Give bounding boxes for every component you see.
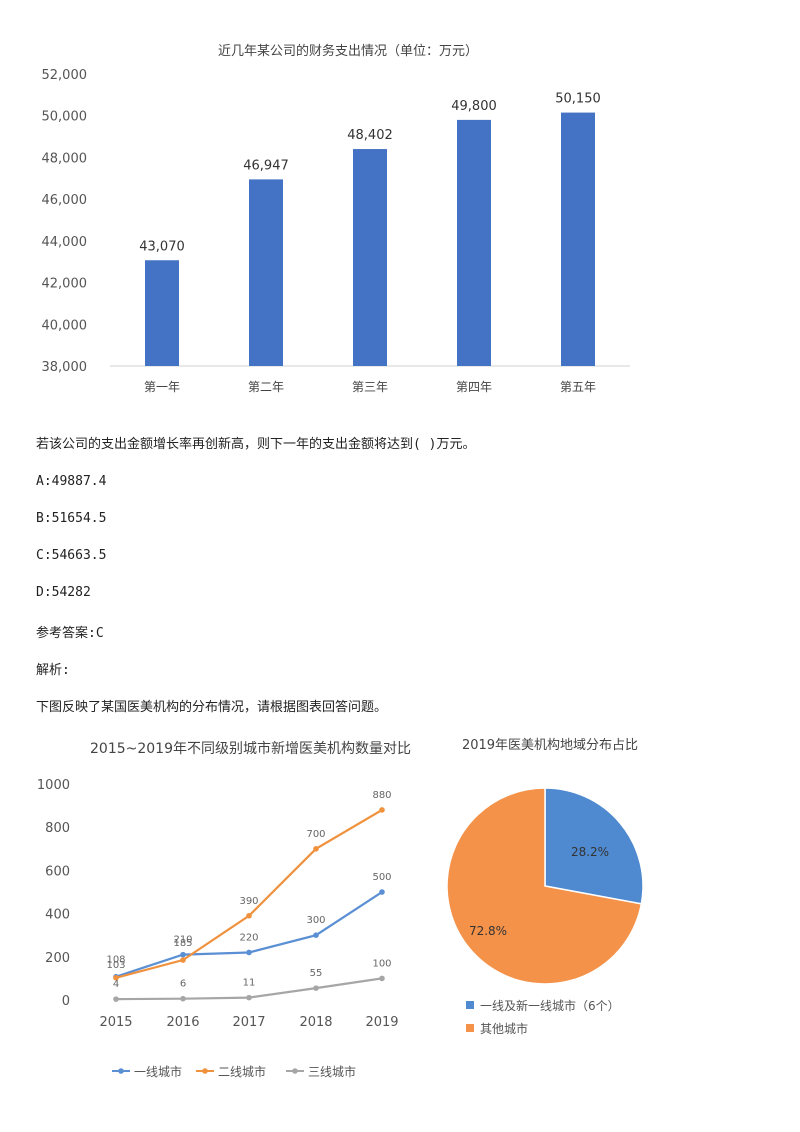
pie-slice-1 bbox=[544, 787, 644, 905]
analysis-label: 解析: bbox=[36, 663, 70, 678]
legend-marker bbox=[118, 1068, 124, 1074]
line-x-tick-label: 2019 bbox=[365, 1015, 398, 1030]
legend-marker bbox=[202, 1068, 208, 1074]
bar-value-label: 49,800 bbox=[451, 99, 497, 114]
series-2-data-label: 880 bbox=[372, 790, 391, 801]
line-y-tick-label: 1000 bbox=[37, 778, 70, 793]
pie-legend-label: 其他城市 bbox=[480, 1021, 528, 1036]
line-y-tick-label: 200 bbox=[45, 951, 70, 966]
series-3-data-label: 55 bbox=[310, 968, 323, 979]
series-3-data-label: 100 bbox=[372, 958, 391, 969]
option-d: D:54282 bbox=[36, 585, 91, 600]
line-y-tick-label: 800 bbox=[45, 821, 70, 836]
bar-x-tick-label: 第四年 bbox=[456, 380, 492, 394]
option-a: A:49887.4 bbox=[36, 474, 107, 489]
series-2-point bbox=[113, 974, 119, 981]
line-x-tick-label: 2016 bbox=[166, 1015, 199, 1030]
series-1-data-label: 108 bbox=[106, 955, 125, 966]
bar-value-label: 43,070 bbox=[139, 239, 185, 254]
bar-value-label: 48,402 bbox=[347, 128, 393, 143]
bar-value-label: 50,150 bbox=[555, 92, 601, 107]
series-2-point bbox=[180, 957, 186, 963]
series-3-point bbox=[246, 994, 252, 1001]
line-y-tick-label: 600 bbox=[45, 864, 70, 879]
legend-marker bbox=[292, 1068, 298, 1074]
bar-y-tick-label: 50,000 bbox=[42, 110, 88, 125]
series-3-point bbox=[313, 985, 319, 991]
legend-label: 二线城市 bbox=[218, 1064, 266, 1079]
pie-slice-label: 28.2% bbox=[571, 845, 609, 859]
series-3-data-label: 4 bbox=[113, 979, 119, 990]
series-1-data-label: 220 bbox=[239, 932, 258, 943]
legend-label: 三线城市 bbox=[308, 1064, 356, 1079]
line-y-tick-label: 0 bbox=[62, 994, 70, 1009]
bar-y-tick-label: 46,000 bbox=[42, 193, 88, 208]
series-1-data-label: 300 bbox=[306, 915, 325, 926]
series-3-data-label: 11 bbox=[243, 978, 256, 989]
pie-legend-label: 一线及新一线城市（6个） bbox=[480, 998, 620, 1013]
bar-y-tick-label: 52,000 bbox=[42, 68, 88, 83]
bar-y-tick-label: 38,000 bbox=[42, 360, 88, 375]
series-3-point bbox=[379, 975, 385, 982]
series-1-data-label: 210 bbox=[173, 935, 192, 946]
line-y-tick-label: 400 bbox=[45, 908, 70, 923]
bar-2 bbox=[249, 179, 283, 366]
bar-y-tick-label: 48,000 bbox=[42, 151, 88, 166]
bar-5 bbox=[561, 112, 595, 366]
pie-slice-2 bbox=[446, 787, 643, 985]
line-chart-title: 2015~2019年不同级别城市新增医美机构数量对比 bbox=[90, 741, 411, 757]
series-2-point bbox=[379, 807, 385, 813]
bar-x-tick-label: 第三年 bbox=[352, 380, 388, 394]
series-3-point bbox=[113, 996, 119, 1002]
line-x-tick-label: 2015 bbox=[99, 1015, 132, 1030]
line-x-tick-label: 2017 bbox=[232, 1015, 265, 1030]
option-c: C:54663.5 bbox=[36, 548, 107, 563]
series-1-data-label: 500 bbox=[372, 872, 391, 883]
intro-text: 下图反映了某国医美机构的分布情况，请根据图表回答问题。 bbox=[36, 700, 388, 715]
series-1-point bbox=[246, 949, 252, 956]
series-1-point bbox=[379, 889, 385, 895]
bar-chart: 38,000 40,000 42,000 44,000 46,000 48,000 50,0… bbox=[42, 68, 630, 394]
bar-x-tick-label: 第一年 bbox=[144, 380, 180, 394]
series-2-point bbox=[313, 846, 319, 852]
bar-chart-title: 近几年某公司的财务支出情况（单位：万元） bbox=[218, 44, 479, 59]
bar-3 bbox=[353, 149, 387, 366]
series-3-data-label: 6 bbox=[180, 979, 186, 990]
series-2-point bbox=[246, 912, 252, 919]
line-x-tick-label: 2018 bbox=[299, 1015, 332, 1030]
question-text: 若该公司的支出金额增长率再创新高，则下一年的支出金额将达到( )万元。 bbox=[36, 437, 476, 452]
series-2-data-label: 185 bbox=[173, 938, 192, 949]
bar-y-tick-label: 42,000 bbox=[42, 277, 88, 292]
series-3-point bbox=[180, 995, 186, 1002]
pie-chart-title: 2019年医美机构地域分布占比 bbox=[461, 738, 639, 753]
bar-x-tick-label: 第二年 bbox=[248, 380, 284, 394]
bar-y-tick-label: 40,000 bbox=[42, 318, 88, 333]
pie-legend-swatch bbox=[466, 1024, 474, 1032]
series-2-data-label: 700 bbox=[306, 829, 325, 840]
pie-legend-swatch bbox=[466, 1001, 474, 1009]
bar-y-tick-label: 44,000 bbox=[42, 235, 88, 250]
bar-value-label: 46,947 bbox=[243, 158, 289, 173]
bar-4 bbox=[457, 119, 491, 366]
series-2-data-label: 103 bbox=[106, 960, 125, 971]
option-b: B:51654.5 bbox=[36, 511, 107, 526]
series-1-point bbox=[180, 951, 186, 958]
bar-x-tick-label: 第五年 bbox=[560, 380, 596, 394]
series-2-data-label: 390 bbox=[239, 896, 258, 907]
answer-text: 参考答案:C bbox=[36, 626, 104, 641]
bar-1 bbox=[145, 260, 179, 366]
pie-slice-label: 72.8% bbox=[469, 924, 507, 938]
series-1-point bbox=[313, 932, 319, 938]
legend-label: 一线城市 bbox=[134, 1064, 182, 1079]
